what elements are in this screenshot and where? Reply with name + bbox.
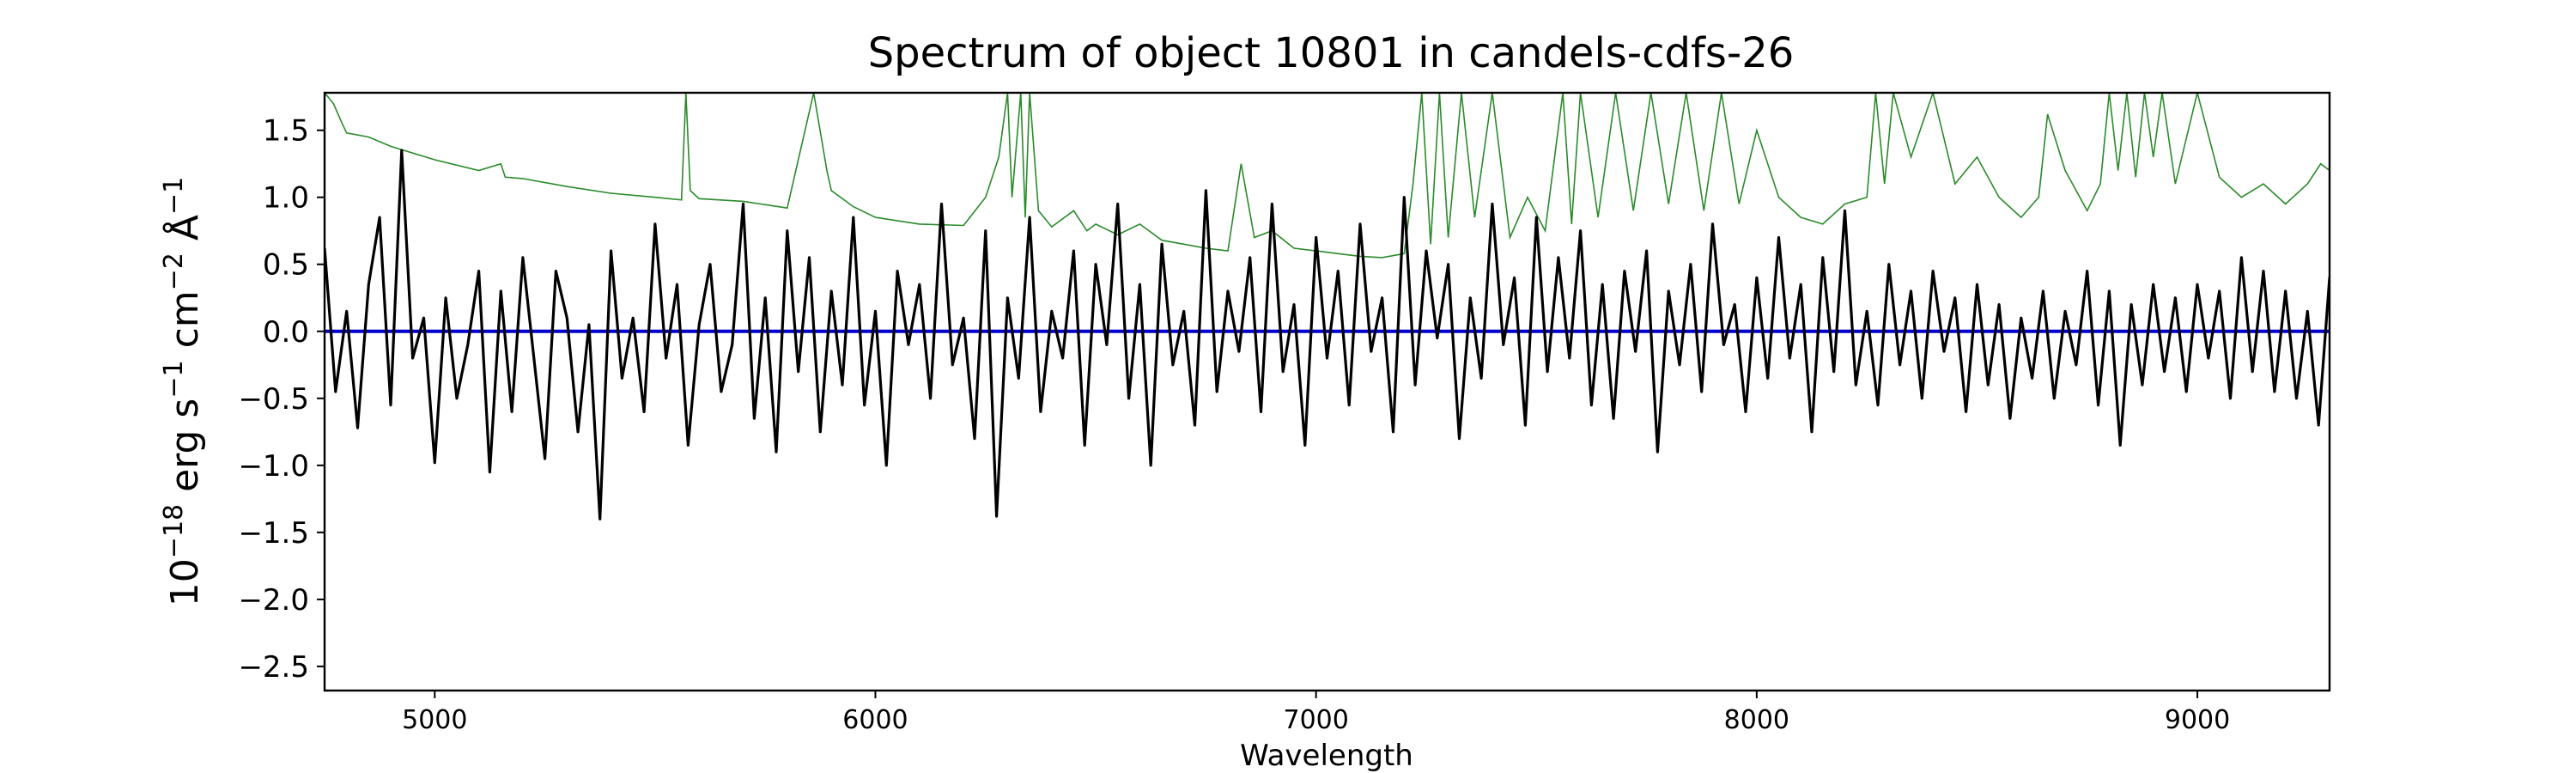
y-label-unit2: cm <box>163 290 207 360</box>
y-tick-label: −2.5 <box>238 650 309 685</box>
flux-series-line <box>325 149 2330 520</box>
y-label-base: 10 <box>163 558 207 606</box>
y-axis: −2.5 −2.0 −1.5 −1.0 −0.5 0.0 0.5 1.0 1.5 <box>238 114 325 685</box>
x-tick-label: 8000 <box>1724 705 1789 735</box>
x-tick-label: 7000 <box>1283 705 1348 735</box>
y-tick-label: −0.5 <box>238 382 309 417</box>
y-label-unit3: Å <box>161 215 207 253</box>
y-tick-label: −2.0 <box>238 583 309 618</box>
y-tick-label: 1.5 <box>263 114 309 149</box>
y-label-unit1: erg s <box>163 399 207 504</box>
noise-series-line <box>325 93 2330 259</box>
plot-area: 5000 6000 7000 8000 9000 −2.5 −2.0 −1.5 −1.0 −0.… <box>238 91 2331 735</box>
plot-frame <box>323 91 2331 692</box>
y-label-exp3: −1 <box>159 177 189 215</box>
x-axis: 5000 6000 7000 8000 9000 <box>402 691 2230 735</box>
y-label-exp2: −2 <box>159 253 189 290</box>
y-tick-label: 1.0 <box>263 181 309 216</box>
y-tick-label: 0.0 <box>263 315 309 350</box>
y-label-exp1: −1 <box>159 360 189 398</box>
y-tick-label: −1.5 <box>238 516 309 551</box>
y-tick-label: −1.0 <box>238 449 309 484</box>
y-tick-label: 0.5 <box>263 248 309 283</box>
x-tick-label: 6000 <box>842 705 908 735</box>
chart-title: Spectrum of object 10801 in candels-cdfs… <box>868 29 1795 77</box>
x-axis-label: Wavelength <box>1240 739 1413 773</box>
y-axis-label: 10−18 erg s−1 cm−2 Å−1 <box>159 177 207 606</box>
x-tick-label: 9000 <box>2165 705 2230 735</box>
x-tick-label: 5000 <box>402 705 467 735</box>
y-label-exp: −18 <box>159 504 189 558</box>
